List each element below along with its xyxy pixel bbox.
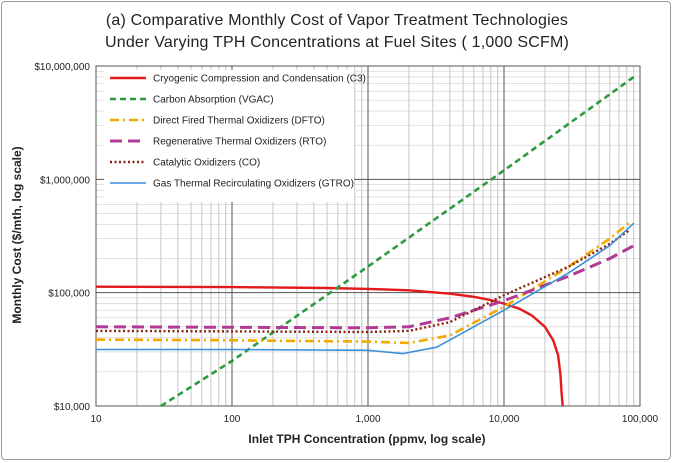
tick-labels: 10 100 1,000 10,000 100,000 $10,000 $100,000 $1… bbox=[34, 62, 658, 425]
x-tick-label: 10 bbox=[90, 414, 102, 425]
chart-title: (a) Comparative Monthly Cost of Vapor Tr… bbox=[105, 12, 569, 29]
series-line-4 bbox=[95, 244, 635, 330]
legend-entry-label: Catalytic Oxidizers (CO) bbox=[153, 158, 260, 169]
legend-box bbox=[104, 70, 354, 202]
legend: Cryogenic Compression and Condensation (… bbox=[104, 70, 366, 202]
series-line-1 bbox=[95, 285, 564, 407]
chart-subtitle: Under Varying TPH Concentrations at Fuel… bbox=[104, 34, 570, 51]
legend-entry-label: Carbon Absorption (VGAC) bbox=[153, 95, 274, 106]
legend-entry-label: Direct Fired Thermal Oxidizers (DFTO) bbox=[153, 116, 325, 127]
x-tick-label: 1,000 bbox=[355, 414, 380, 425]
legend-entry-label: Regenerative Thermal Oxidizers (RTO) bbox=[153, 137, 326, 148]
y-tick-label: $100,000 bbox=[48, 289, 90, 300]
x-axis-label: Inlet TPH Concentration (ppmv, log scale… bbox=[248, 432, 485, 446]
x-tick-label: 100,000 bbox=[622, 414, 659, 425]
y-tick-label: $10,000,000 bbox=[34, 62, 90, 73]
x-tick-label: 10,000 bbox=[489, 414, 520, 425]
legend-entry-label: Gas Thermal Recirculating Oxidizers (GTR… bbox=[153, 179, 354, 190]
series-line-6 bbox=[96, 222, 635, 355]
series-group bbox=[95, 75, 635, 408]
y-tick-label: $10,000 bbox=[54, 402, 91, 413]
y-tick-label: $1,000,000 bbox=[40, 175, 90, 186]
y-axis-label: Monthly Cost ($/mth, log scale) bbox=[10, 146, 24, 323]
series-line-5 bbox=[95, 228, 632, 334]
legend-entry-label: Cryogenic Compression and Condensation (… bbox=[153, 74, 366, 85]
x-tick-label: 100 bbox=[224, 414, 241, 425]
